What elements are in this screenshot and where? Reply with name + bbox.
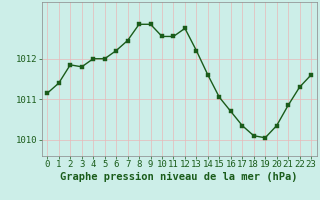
X-axis label: Graphe pression niveau de la mer (hPa): Graphe pression niveau de la mer (hPa) — [60, 172, 298, 182]
